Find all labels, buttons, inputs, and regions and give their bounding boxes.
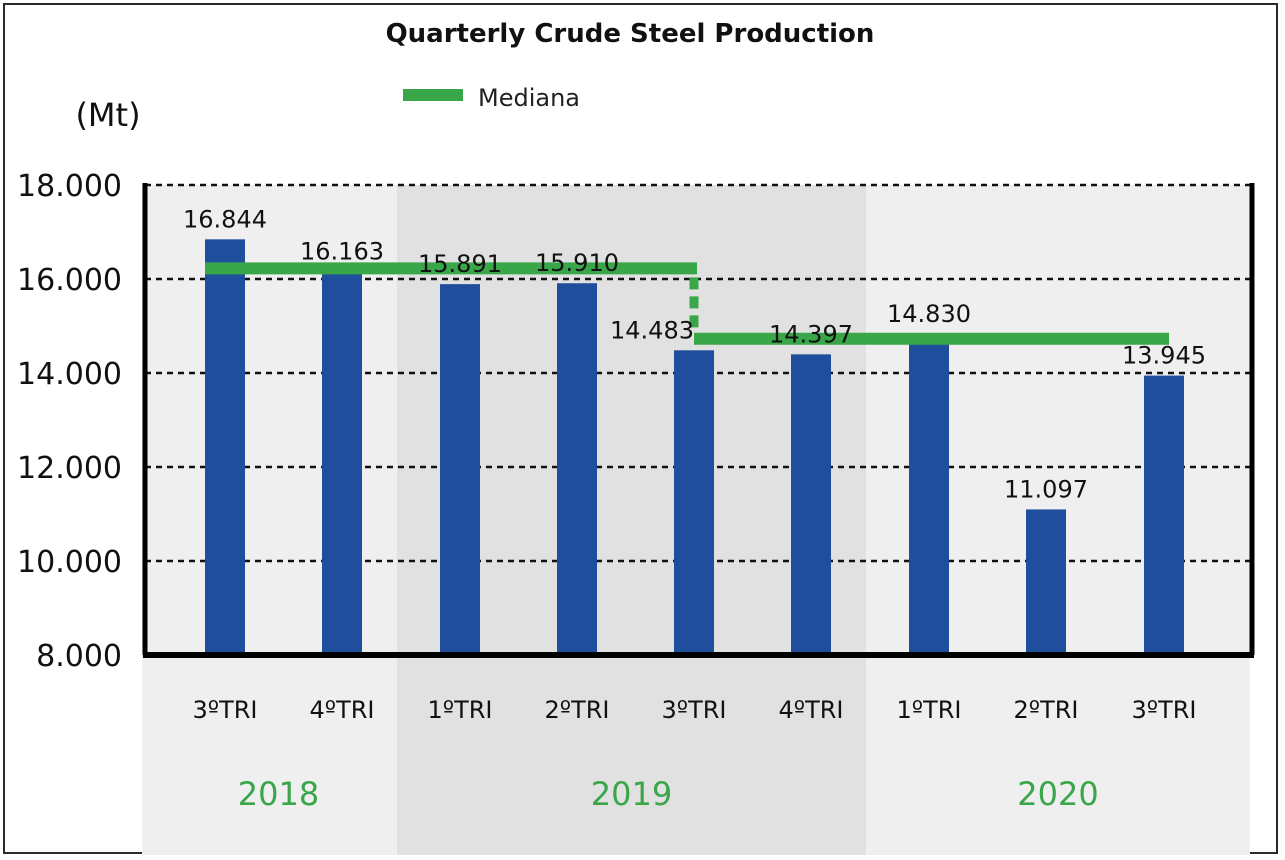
labels: 8.000 10.000 12.000 14.000 16.000 18.000 16.84…	[17, 169, 1206, 813]
bar-7	[909, 333, 949, 658]
x-tick-label: 4ºTRI	[310, 696, 375, 724]
median-line	[205, 262, 1169, 345]
x-tick-label: 1ºTRI	[428, 696, 493, 724]
y-axis-unit: (Mt)	[75, 96, 140, 134]
y-tick-label: 16.000	[17, 263, 122, 298]
y-tick-label: 8.000	[36, 639, 122, 674]
year-label-2018: 2018	[238, 775, 319, 813]
bar-3	[440, 284, 480, 658]
x-tick-label: 2ºTRI	[1014, 696, 1079, 724]
year-label-2019: 2019	[591, 775, 672, 813]
legend-median-swatch	[403, 89, 463, 101]
bar-4	[557, 283, 597, 658]
value-label: 14.830	[887, 300, 971, 328]
value-label: 14.397	[769, 320, 853, 348]
y-tick-label: 18.000	[17, 169, 122, 204]
x-tick-label: 4ºTRI	[779, 696, 844, 724]
bars	[205, 239, 1184, 658]
bar-5	[674, 350, 714, 658]
value-label: 11.097	[1004, 475, 1088, 503]
x-tick-label: 2ºTRI	[545, 696, 610, 724]
axes	[142, 183, 1255, 658]
value-label: 14.483	[610, 316, 694, 344]
y-tick-label: 12.000	[17, 451, 122, 486]
y-tick-label: 10.000	[17, 545, 122, 580]
value-label: 13.945	[1122, 342, 1206, 370]
x-tick-label: 3ºTRI	[193, 696, 258, 724]
bar-9	[1144, 375, 1184, 658]
value-label: 16.163	[300, 237, 384, 265]
value-label: 16.844	[183, 205, 267, 233]
legend-median-label: Mediana	[478, 84, 580, 112]
bar-1	[205, 239, 245, 658]
value-label: 15.891	[418, 250, 502, 278]
x-tick-label: 3ºTRI	[1132, 696, 1197, 724]
chart-title: Quarterly Crude Steel Production	[386, 19, 875, 49]
x-tick-label: 1ºTRI	[897, 696, 962, 724]
value-label: 15.910	[535, 249, 619, 277]
bar-6	[791, 354, 831, 658]
year-label-2020: 2020	[1017, 775, 1098, 813]
x-tick-label: 3ºTRI	[662, 696, 727, 724]
bar-8	[1026, 509, 1066, 658]
bar-2	[322, 271, 362, 658]
year-bands	[142, 185, 1250, 855]
y-tick-label: 14.000	[17, 357, 122, 392]
